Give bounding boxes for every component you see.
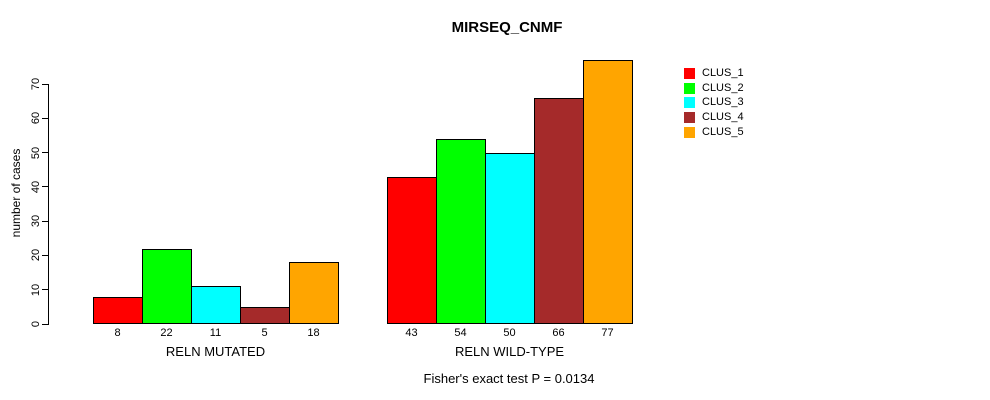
y-tick bbox=[42, 186, 49, 188]
y-tick bbox=[42, 83, 49, 85]
bar-clus_2-group2 bbox=[436, 139, 486, 324]
bar-clus_4-group1 bbox=[240, 307, 290, 324]
y-axis-label: number of cases bbox=[9, 148, 23, 238]
legend-item-clus_4: CLUS_4 bbox=[684, 110, 744, 125]
bar-value-label: 8 bbox=[114, 327, 121, 339]
y-tick bbox=[42, 289, 49, 291]
bar-clus_5-group2 bbox=[583, 60, 633, 324]
group-label: RELN MUTATED bbox=[165, 344, 266, 359]
bar-value-label: 50 bbox=[503, 327, 516, 339]
legend-swatch bbox=[684, 111, 695, 123]
legend-label: CLUS_1 bbox=[702, 66, 744, 79]
y-tick bbox=[42, 254, 49, 256]
legend-item-clus_3: CLUS_3 bbox=[684, 95, 744, 110]
bar-clus_4-group2 bbox=[534, 98, 584, 324]
legend-swatch bbox=[684, 67, 695, 79]
y-axis-line bbox=[48, 84, 49, 325]
bar-value-label: 66 bbox=[552, 327, 565, 339]
y-tick bbox=[42, 152, 49, 154]
group-label: RELN WILD-TYPE bbox=[454, 344, 565, 359]
y-tick-label: 40 bbox=[30, 180, 42, 193]
legend-item-clus_1: CLUS_1 bbox=[684, 66, 744, 81]
y-tick-label: 60 bbox=[30, 112, 42, 125]
bar-clus_5-group1 bbox=[289, 262, 339, 324]
y-tick-label: 10 bbox=[30, 283, 42, 296]
y-tick bbox=[42, 117, 49, 119]
y-tick-label: 20 bbox=[30, 249, 42, 262]
legend: CLUS_1 CLUS_2 CLUS_3 CLUS_4 CLUS_5 bbox=[684, 66, 744, 139]
y-tick-label: 50 bbox=[30, 146, 42, 159]
legend-label: CLUS_4 bbox=[702, 110, 744, 123]
legend-swatch bbox=[684, 126, 695, 138]
bar-clus_2-group1 bbox=[142, 249, 192, 324]
y-tick bbox=[42, 220, 49, 222]
legend-item-clus_5: CLUS_5 bbox=[684, 125, 744, 140]
bar-value-label: 11 bbox=[209, 327, 222, 339]
legend-label: CLUS_5 bbox=[702, 125, 744, 138]
bar-clus_3-group1 bbox=[191, 286, 241, 324]
legend-swatch bbox=[684, 82, 695, 94]
bar-clus_1-group2 bbox=[387, 177, 437, 324]
bar-value-label: 54 bbox=[454, 327, 467, 339]
legend-label: CLUS_2 bbox=[702, 81, 744, 94]
legend-label: CLUS_3 bbox=[702, 96, 744, 109]
bar-value-label: 18 bbox=[307, 327, 320, 339]
bar-value-label: 22 bbox=[160, 327, 173, 339]
bar-value-label: 5 bbox=[261, 327, 268, 339]
bar-clus_3-group2 bbox=[485, 153, 535, 324]
y-tick-label: 0 bbox=[30, 320, 42, 328]
bar-clus_1-group1 bbox=[93, 297, 143, 324]
chart-title: MIRSEQ_CNMF bbox=[451, 19, 563, 36]
y-tick-label: 30 bbox=[30, 215, 42, 228]
y-tick-label: 70 bbox=[30, 77, 42, 91]
legend-swatch bbox=[684, 97, 695, 109]
bar-value-label: 77 bbox=[601, 327, 614, 339]
legend-item-clus_2: CLUS_2 bbox=[684, 81, 744, 96]
fisher-test-annotation: Fisher's exact test P = 0.0134 bbox=[423, 371, 595, 386]
y-tick bbox=[42, 323, 49, 325]
bar-value-label: 43 bbox=[405, 327, 418, 339]
